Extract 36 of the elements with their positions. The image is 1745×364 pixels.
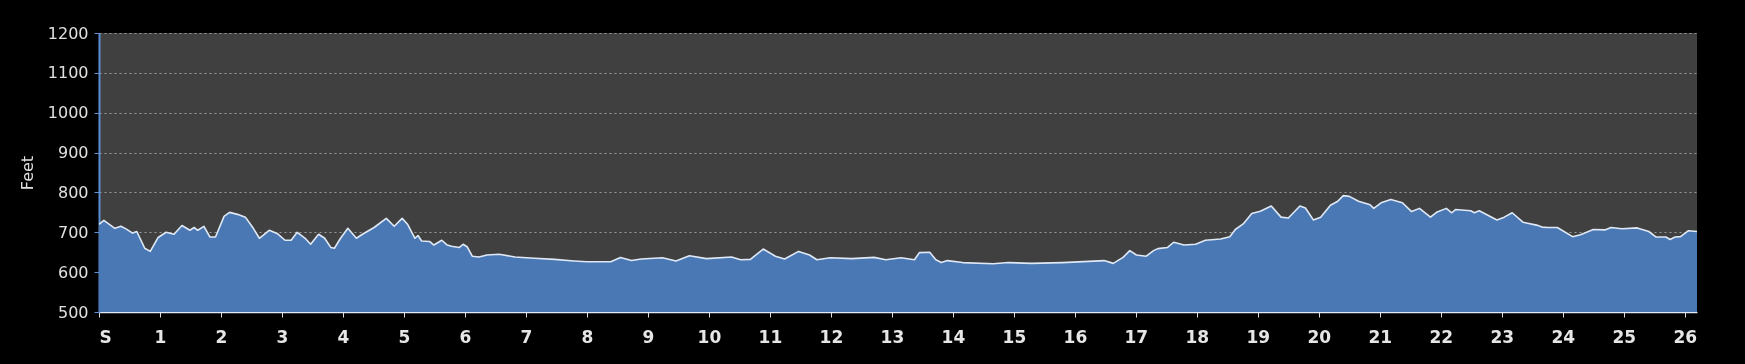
x-tick-label: 25 [1612,326,1637,347]
x-tick-label: 26 [1673,326,1698,347]
x-tick-label: 21 [1368,326,1393,347]
x-tick-label: 11 [758,326,783,347]
x-tick-label: 22 [1429,326,1454,347]
x-tick-label: 6 [459,326,472,347]
y-tick-label: 1000 [47,103,89,123]
x-tick-label: 2 [215,326,228,347]
y-tick-label: 900 [57,143,89,163]
x-tick-label: 3 [276,326,289,347]
x-tick-label: 12 [819,326,844,347]
y-tick-label: 800 [57,182,89,202]
x-tick-label: 18 [1185,326,1210,347]
y-tick-label: 600 [57,262,89,282]
y-tick-label: 1200 [47,23,89,43]
x-tick-label: 16 [1063,326,1088,347]
x-tick-label: 4 [337,326,350,347]
y-tick-label: 700 [57,222,89,242]
y-axis-title: Feet [17,155,37,191]
x-tick-label: 5 [398,326,411,347]
x-tick-label: 17 [1124,326,1149,347]
x-tick-label: 8 [581,326,594,347]
x-tick-label: 24 [1551,326,1576,347]
x-tick-label: 23 [1490,326,1515,347]
x-tick-label: S [99,326,112,347]
x-tick-label: 13 [880,326,905,347]
x-tick-label: 20 [1307,326,1332,347]
y-tick-label: 1100 [47,63,89,83]
x-tick-label: 7 [520,326,533,347]
x-tick-label: 1 [154,326,167,347]
x-tick-label: 19 [1246,326,1271,347]
x-tick-label: 9 [642,326,655,347]
y-tick-label: 500 [57,302,89,322]
x-tick-label: 10 [697,326,722,347]
x-tick-label: 15 [1002,326,1027,347]
x-tick-label: 14 [941,326,966,347]
